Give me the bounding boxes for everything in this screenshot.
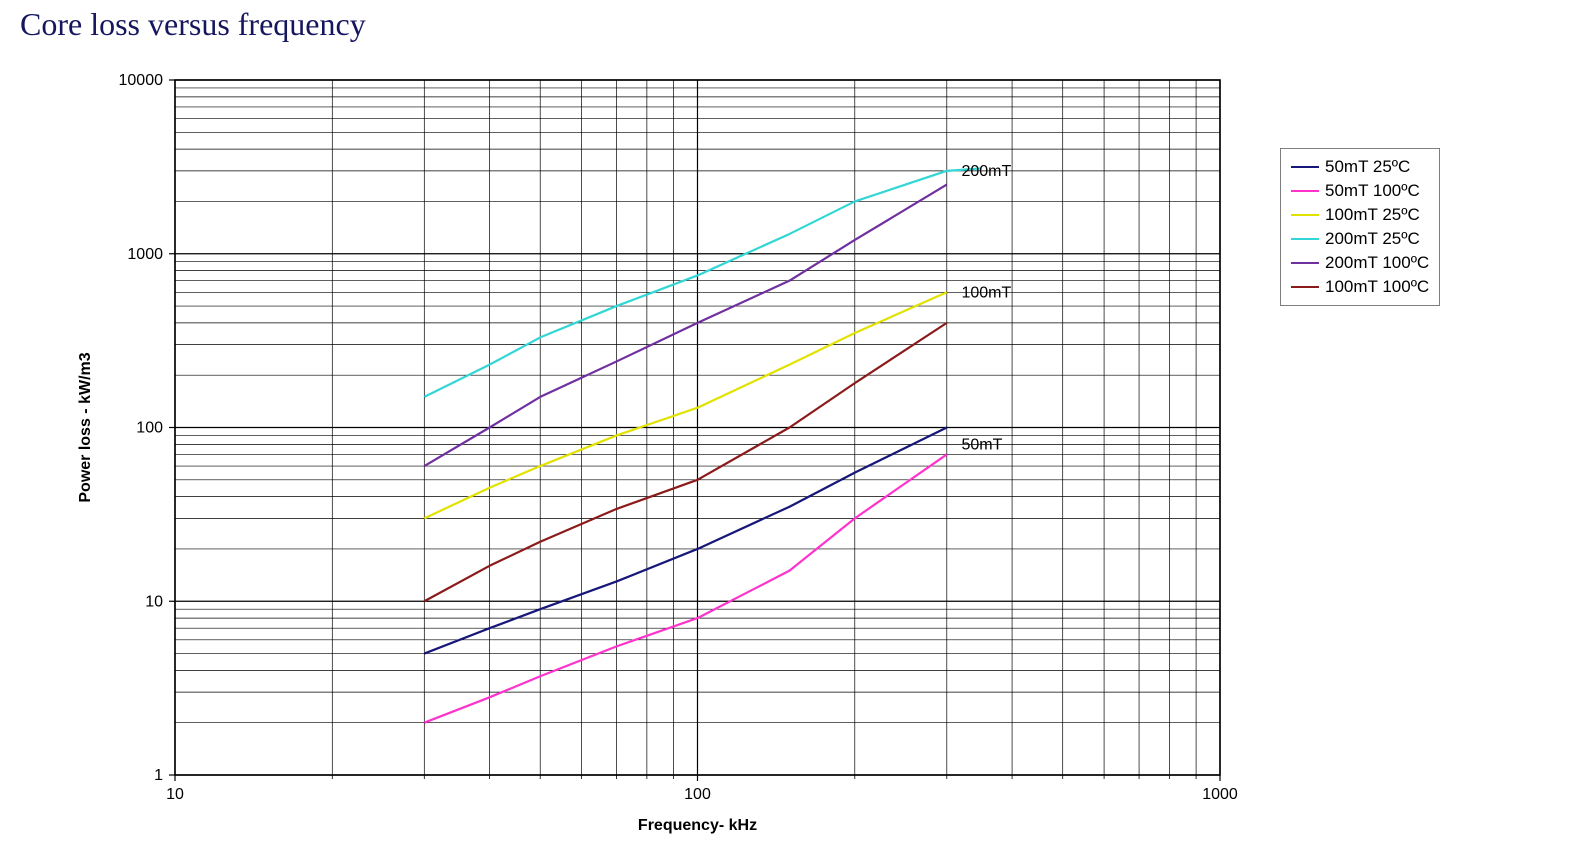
series-annotation: 200mT <box>961 163 1011 180</box>
y-tick-label: 10 <box>145 593 163 610</box>
legend-label: 50mT 25ºC <box>1325 155 1410 179</box>
y-tick-label: 10000 <box>119 72 164 89</box>
legend-item: 100mT 25ºC <box>1291 203 1429 227</box>
legend-item: 50mT 25ºC <box>1291 155 1429 179</box>
y-tick-label: 100 <box>136 420 163 437</box>
legend-swatch <box>1291 190 1319 192</box>
x-tick-label: 100 <box>684 786 711 803</box>
x-tick-label: 1000 <box>1202 786 1238 803</box>
legend-item: 100mT 100ºC <box>1291 275 1429 299</box>
legend-item: 50mT 100ºC <box>1291 179 1429 203</box>
y-axis-label: Power loss - kW/m3 <box>77 352 94 502</box>
x-tick-label: 10 <box>166 786 184 803</box>
core-loss-chart: 101001000110100100010000Frequency- kHzPo… <box>60 60 1250 840</box>
legend-label: 200mT 100ºC <box>1325 251 1429 275</box>
legend-swatch <box>1291 238 1319 240</box>
y-tick-label: 1 <box>154 767 163 784</box>
legend-swatch <box>1291 286 1319 288</box>
legend-swatch <box>1291 262 1319 264</box>
x-axis-label: Frequency- kHz <box>638 817 757 834</box>
legend-label: 50mT 100ºC <box>1325 179 1420 203</box>
chart-legend: 50mT 25ºC50mT 100ºC100mT 25ºC200mT 25ºC2… <box>1280 148 1440 306</box>
legend-swatch <box>1291 166 1319 168</box>
legend-label: 100mT 100ºC <box>1325 275 1429 299</box>
legend-label: 100mT 25ºC <box>1325 203 1420 227</box>
y-tick-label: 1000 <box>127 246 163 263</box>
series-annotation: 100mT <box>961 284 1011 301</box>
legend-swatch <box>1291 214 1319 216</box>
page-title: Core loss versus frequency <box>20 6 366 43</box>
legend-label: 200mT 25ºC <box>1325 227 1420 251</box>
legend-item: 200mT 25ºC <box>1291 227 1429 251</box>
series-annotation: 50mT <box>961 436 1002 453</box>
legend-item: 200mT 100ºC <box>1291 251 1429 275</box>
